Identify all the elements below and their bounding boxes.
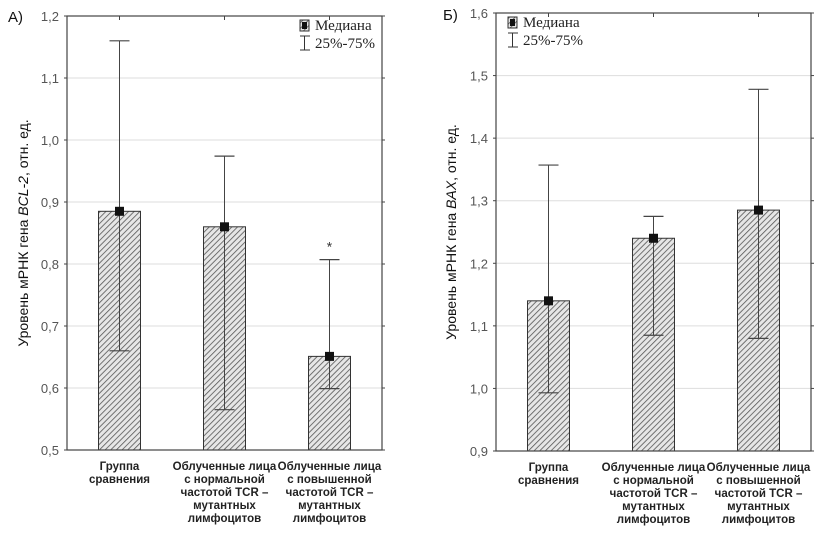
x-category-label: мутантных	[193, 500, 256, 512]
legend: Медиана 25%-75%	[507, 15, 583, 49]
x-category-label: сравнения	[518, 475, 579, 487]
x-category-label: мутантных	[727, 501, 790, 513]
y-tick-label: 1,1	[41, 71, 59, 86]
y-tick-label: 1,6	[470, 6, 488, 21]
x-category-label: лимфоцитов	[722, 514, 795, 526]
y-tick-label: 0,9	[41, 195, 59, 210]
median-marker	[754, 205, 763, 215]
x-category-label: частотой TCR –	[181, 487, 269, 499]
y-tick-label: 0,7	[41, 319, 59, 334]
x-category-label: с повышенной	[287, 474, 371, 486]
median-marker	[325, 351, 334, 361]
panel-label: А)	[8, 9, 23, 26]
y-tick-label: 1,2	[41, 9, 59, 24]
y-tick-label: 1,3	[470, 194, 488, 209]
x-category-label: Группа	[100, 461, 140, 473]
x-category-label: лимфоцитов	[617, 514, 690, 526]
x-category-label: частотой TCR –	[286, 487, 374, 499]
x-category-label: лимфоцитов	[293, 513, 366, 525]
legend-median-marker-icon	[302, 22, 307, 29]
median-marker	[220, 222, 229, 232]
y-tick-label: 1,0	[41, 133, 59, 148]
y-tick-label: 0,9	[470, 444, 488, 459]
x-category-label: Облученные лица	[707, 462, 811, 474]
x-category-label: мутантных	[298, 500, 361, 512]
x-category-label: с нормальной	[613, 475, 694, 487]
significance-marker: *	[327, 239, 333, 255]
x-category-label: мутантных	[622, 501, 685, 513]
x-category-label: частотой TCR –	[715, 488, 803, 500]
x-category-label: Облученные лица	[173, 461, 277, 473]
y-tick-label: 1,0	[470, 381, 488, 396]
y-tick-label: 0,5	[41, 443, 59, 458]
legend-label-iqr: 25%-75%	[523, 33, 583, 49]
y-tick-label: 1,4	[470, 131, 488, 146]
plot-frame	[495, 12, 812, 452]
y-tick-label: 0,6	[41, 381, 59, 396]
x-category-label: с повышенной	[716, 475, 800, 487]
x-category-label: Облученные лица	[278, 461, 382, 473]
y-tick-label: 1,1	[470, 319, 488, 334]
y-tick-label: 0,8	[41, 257, 59, 272]
x-category-label: с нормальной	[184, 474, 265, 486]
x-category-label: частотой TCR –	[610, 488, 698, 500]
legend-label-median: Медиана	[315, 18, 372, 34]
legend-median-marker-icon	[510, 19, 515, 26]
panel-label: Б)	[443, 7, 458, 24]
plot-frame	[66, 15, 383, 451]
y-tick-label: 1,2	[470, 256, 488, 271]
median-marker	[649, 233, 658, 243]
legend-label-iqr: 25%-75%	[315, 36, 375, 52]
legend-label-median: Медиана	[523, 15, 580, 31]
y-axis-label: Уровень мРНК гена BAX, отн. ед.	[443, 124, 459, 340]
x-category-label: Группа	[529, 462, 569, 474]
bar	[632, 237, 675, 452]
x-category-label: сравнения	[89, 474, 150, 486]
legend: Медиана 25%-75%	[299, 18, 375, 52]
x-category-label: лимфоцитов	[188, 513, 261, 525]
y-axis-label: Уровень мРНК гена BCL-2, отн. ед.	[15, 119, 31, 346]
y-tick-label: 1,5	[470, 69, 488, 84]
x-category-label: Облученные лица	[602, 462, 706, 474]
median-marker	[544, 296, 553, 306]
median-marker	[115, 206, 124, 216]
